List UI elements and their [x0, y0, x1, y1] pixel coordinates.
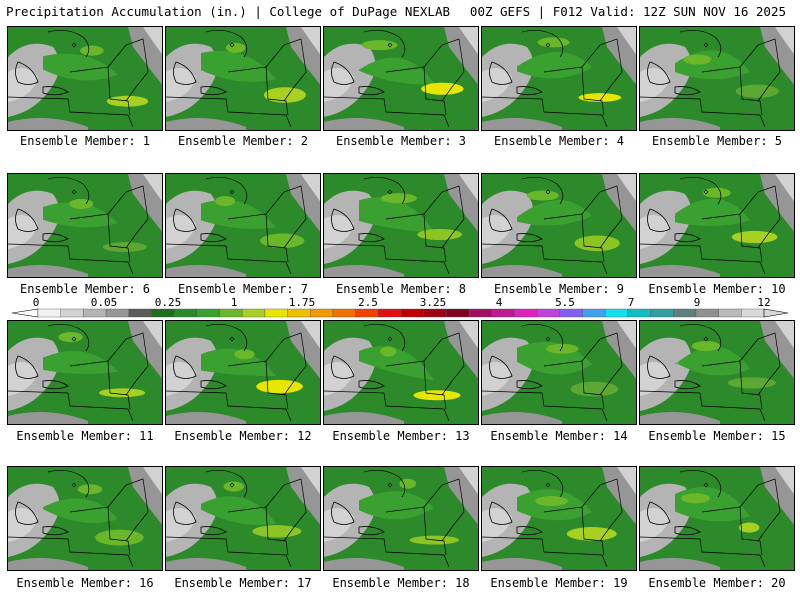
ensemble-member-map [7, 466, 163, 571]
colorbar-tick-label: 1.75 [288, 296, 316, 309]
ensemble-member-map [639, 320, 795, 425]
ensemble-member-map [481, 26, 637, 131]
ensemble-member-map [481, 173, 637, 278]
colorbar-tick-label: 4 [495, 296, 503, 309]
colorbar-scale [11, 308, 789, 318]
ensemble-member-map [165, 173, 321, 278]
colorbar-tick-label: 0.05 [90, 296, 118, 309]
model-run-info: 00Z GEFS | F012 Valid: 12Z SUN NOV 16 20… [469, 4, 786, 19]
ensemble-member-label: Ensemble Member: 12 [174, 429, 312, 443]
ensemble-member-map [323, 320, 479, 425]
ensemble-member-label: Ensemble Member: 10 [648, 282, 786, 296]
ensemble-member-map [7, 26, 163, 131]
ensemble-member-label: Ensemble Member: 9 [493, 282, 625, 296]
ensemble-member-label: Ensemble Member: 16 [16, 576, 154, 590]
ensemble-member-label: Ensemble Member: 6 [19, 282, 151, 296]
ensemble-member-label: Ensemble Member: 20 [648, 576, 786, 590]
colorbar-tick-label: 0 [32, 296, 40, 309]
map-title: Precipitation Accumulation (in.) | Colle… [6, 4, 451, 19]
ensemble-member-label: Ensemble Member: 1 [19, 134, 151, 148]
colorbar-tick-label: 3.25 [419, 296, 447, 309]
ensemble-member-map [639, 466, 795, 571]
ensemble-member-map [7, 173, 163, 278]
ensemble-member-map [323, 26, 479, 131]
ensemble-member-map [165, 320, 321, 425]
ensemble-member-label: Ensemble Member: 18 [332, 576, 470, 590]
ensemble-member-map [7, 320, 163, 425]
ensemble-member-label: Ensemble Member: 15 [648, 429, 786, 443]
colorbar-tick-label: 0.25 [154, 296, 182, 309]
ensemble-member-label: Ensemble Member: 3 [335, 134, 467, 148]
colorbar-tick-label: 5.5 [555, 296, 575, 309]
ensemble-member-label: Ensemble Member: 13 [332, 429, 470, 443]
ensemble-member-label: Ensemble Member: 7 [177, 282, 309, 296]
colorbar-tick-label: 7 [627, 296, 635, 309]
ensemble-member-map [481, 320, 637, 425]
ensemble-member-label: Ensemble Member: 11 [16, 429, 154, 443]
colorbar-tick-label: 9 [693, 296, 701, 309]
ensemble-member-map [481, 466, 637, 571]
ensemble-member-label: Ensemble Member: 14 [490, 429, 628, 443]
ensemble-member-label: Ensemble Member: 8 [335, 282, 467, 296]
ensemble-member-label: Ensemble Member: 5 [651, 134, 783, 148]
colorbar-tick-label: 12 [757, 296, 771, 309]
ensemble-member-label: Ensemble Member: 19 [490, 576, 628, 590]
ensemble-member-label: Ensemble Member: 2 [177, 134, 309, 148]
ensemble-member-map [323, 173, 479, 278]
ensemble-member-map [639, 26, 795, 131]
colorbar-tick-label: 1 [230, 296, 238, 309]
ensemble-member-label: Ensemble Member: 17 [174, 576, 312, 590]
ensemble-member-map [165, 466, 321, 571]
ensemble-member-map [165, 26, 321, 131]
colorbar-tick-label: 2.5 [358, 296, 378, 309]
ensemble-member-map [323, 466, 479, 571]
ensemble-member-map [639, 173, 795, 278]
precipitation-colorbar: 0 0.05 0.25 1 1.75 2.5 3.25 4 5.5 7 9 12 [0, 297, 800, 321]
ensemble-member-label: Ensemble Member: 4 [493, 134, 625, 148]
